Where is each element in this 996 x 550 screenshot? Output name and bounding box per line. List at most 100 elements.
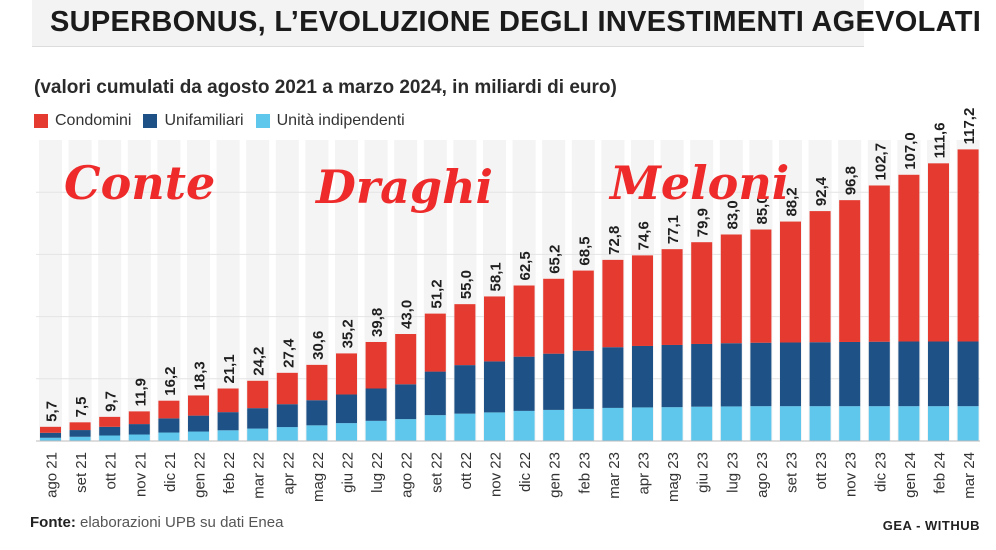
x-tick-label: apr 22 (280, 452, 297, 495)
bar-segment (484, 361, 505, 413)
bar-total-label: 117,2 (961, 108, 978, 145)
x-tick-label: mag 23 (665, 452, 682, 502)
bar-segment (632, 255, 653, 346)
annotation-draghi: Draghi (316, 160, 494, 214)
bar-total-label: 7,5 (73, 396, 90, 417)
bar-segment (454, 413, 476, 441)
bar-segment (217, 412, 239, 431)
bar-segment (217, 430, 239, 441)
bar-total-label: 18,3 (192, 361, 209, 390)
bar-segment (247, 428, 269, 441)
bar-segment (691, 406, 713, 441)
chart-subtitle: (valori cumulati da agosto 2021 a marzo … (34, 77, 617, 98)
bar-total-label: 24,2 (251, 347, 268, 376)
bar-segment (306, 364, 328, 401)
bar-background-stripe (246, 140, 270, 441)
bar-total-label: 77,1 (665, 215, 682, 244)
bar-segment (513, 285, 535, 357)
bar-segment (780, 342, 801, 407)
annotation-meloni: Meloni (610, 156, 790, 210)
bar-total-label: 79,9 (695, 208, 712, 237)
bar-total-label: 43,0 (399, 300, 416, 329)
bar-background-stripe (187, 140, 210, 441)
bar-segment (868, 341, 890, 407)
bar-segment (336, 353, 357, 395)
x-tick-label: ott 23 (813, 452, 830, 490)
bar-background-stripe (127, 140, 151, 441)
source-note: Fonte: elaborazioni UPB su dati Enea (30, 514, 283, 531)
bar-segment (839, 406, 861, 441)
bar-total-label: 96,8 (843, 166, 860, 195)
bar-segment (276, 427, 298, 441)
bar-segment (928, 341, 949, 407)
bar-background-stripe (157, 140, 181, 441)
legend-item-unifamiliari: Unifamiliari (143, 112, 244, 130)
x-tick-label: nov 21 (132, 452, 149, 497)
bar-segment (750, 342, 772, 407)
bar-segment (276, 404, 298, 428)
bar-segment (602, 407, 624, 441)
x-tick-label: set 23 (784, 452, 801, 493)
bar-segment (602, 347, 624, 408)
x-tick-label: gen 24 (902, 452, 919, 498)
bar-segment (661, 249, 683, 345)
bar-total-label: 55,0 (458, 270, 475, 299)
x-tick-label: apr 23 (636, 452, 653, 495)
x-tick-label: ago 22 (399, 452, 416, 498)
bar-total-label: 107,0 (902, 132, 919, 170)
legend-swatch-unita-indipendenti (255, 114, 270, 128)
x-tick-label: set 22 (428, 452, 445, 493)
x-tick-label: feb 22 (221, 452, 238, 494)
bar-segment (336, 423, 357, 441)
bar-total-label: 111,6 (932, 122, 949, 158)
bar-segment (69, 430, 91, 437)
bar-segment (572, 350, 594, 409)
x-tick-label: ott 22 (458, 452, 475, 490)
bar-segment (188, 395, 209, 416)
bar-segment (543, 409, 565, 441)
bar-total-label: 92,4 (813, 176, 830, 206)
bar-segment (424, 415, 446, 441)
bar-segment (128, 434, 150, 441)
bar-segment (898, 341, 920, 407)
x-tick-label: feb 24 (932, 452, 949, 494)
x-tick-label: gen 22 (192, 452, 209, 498)
bar-segment (40, 437, 61, 441)
bar-total-label: 39,8 (369, 308, 386, 337)
x-tick-label: ago 21 (44, 452, 61, 498)
bar-segment (128, 411, 150, 425)
bar-segment (217, 388, 239, 413)
credit-label: GEA - WITHUB (882, 518, 980, 533)
x-tick-label: dic 23 (872, 452, 889, 492)
x-tick-label: ott 21 (103, 452, 120, 490)
x-tick-label: ago 23 (754, 452, 771, 498)
bar-segment (809, 342, 831, 407)
bar-segment (306, 400, 328, 426)
bar-segment (128, 424, 150, 435)
x-tick-label: mar 24 (961, 452, 978, 499)
bar-segment (602, 259, 624, 348)
bar-segment (336, 394, 357, 424)
x-tick-label: mag 22 (310, 452, 327, 502)
chart-title: SUPERBONUS, L’EVOLUZIONE DEGLI INVESTIME… (50, 6, 982, 38)
bar-segment (99, 426, 121, 436)
x-tick-label: set 21 (73, 452, 90, 493)
bar-segment (957, 406, 979, 441)
bar-segment (750, 406, 772, 441)
bar-segment (957, 149, 979, 342)
x-tick-label: lug 23 (724, 452, 741, 493)
bar-segment (276, 372, 298, 405)
bar-segment (928, 163, 949, 342)
legend-label-unifamiliari: Unifamiliari (164, 112, 244, 129)
bar-segment (395, 384, 417, 420)
bar-segment (484, 412, 505, 441)
bar-total-label: 21,1 (221, 354, 238, 383)
bar-total-label: 9,7 (103, 391, 120, 412)
bar-segment (99, 416, 121, 427)
bar-total-label: 62,5 (517, 251, 534, 280)
bar-segment (720, 234, 742, 344)
bar-segment (247, 408, 269, 429)
bar-segment (158, 400, 180, 419)
